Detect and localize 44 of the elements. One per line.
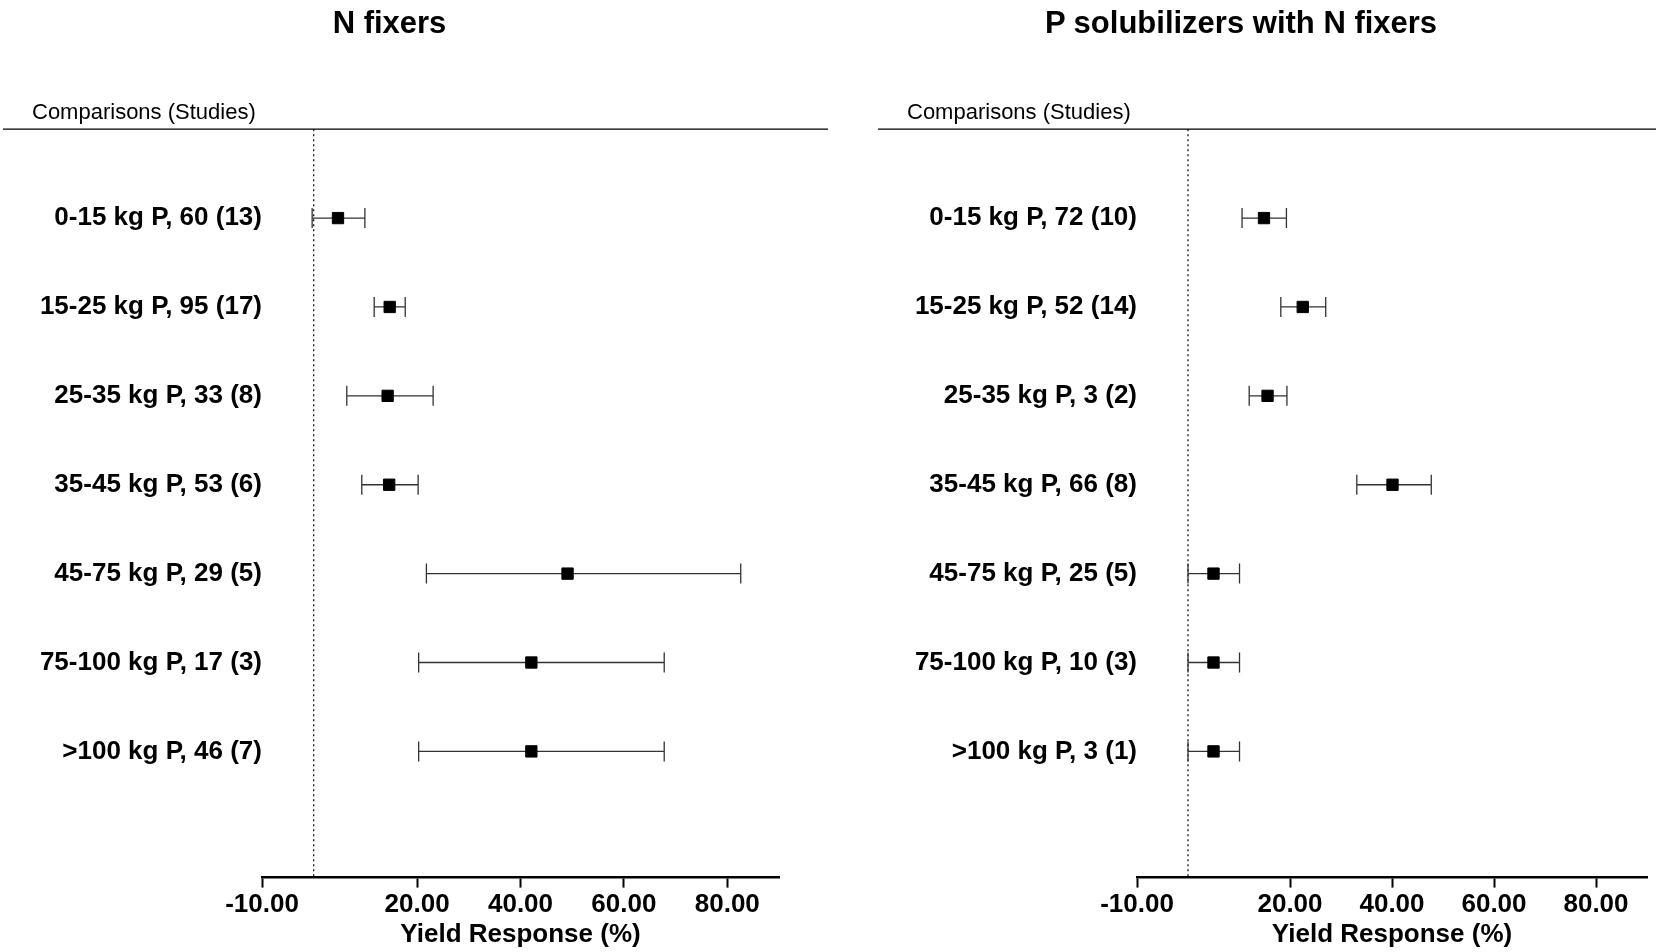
y-tick-label: 35-45 kg P, 53 (6) bbox=[54, 467, 262, 498]
y-tick-label: 25-35 kg P, 3 (2) bbox=[943, 379, 1137, 410]
point bbox=[383, 478, 396, 491]
x-tick-label: -10.00 bbox=[225, 888, 299, 919]
x-axis-title: Yield Response (%) bbox=[1271, 917, 1513, 948]
chart-title: N fixers bbox=[332, 5, 447, 41]
y-tick-label: 45-75 kg P, 25 (5) bbox=[929, 556, 1137, 587]
point bbox=[381, 389, 394, 403]
x-tick-label: 80.00 bbox=[1563, 888, 1629, 919]
y-tick-label: 75-100 kg P, 17 (3) bbox=[39, 645, 262, 676]
point bbox=[561, 567, 574, 580]
y-tick-label: 0-15 kg P, 72 (10) bbox=[929, 201, 1137, 232]
y-tick-label: >100 kg P, 3 (1) bbox=[951, 734, 1137, 765]
y-tick-label: 15-25 kg P, 52 (14) bbox=[914, 290, 1137, 321]
y-tick-label: 35-45 kg P, 66 (8) bbox=[929, 467, 1137, 498]
x-tick-label: 20.00 bbox=[1257, 888, 1323, 919]
y-axis-title: Comparisons (Studies) bbox=[907, 99, 1131, 125]
chart-title: P solubilizers with N fixers bbox=[1044, 5, 1438, 41]
x-tick-label: -10.00 bbox=[1100, 888, 1174, 919]
x-tick-label: 40.00 bbox=[1359, 888, 1425, 919]
point bbox=[1386, 478, 1399, 491]
point bbox=[1207, 745, 1220, 758]
x-tick-label: 60.00 bbox=[591, 888, 657, 919]
y-tick-label: 75-100 kg P, 10 (3) bbox=[914, 645, 1137, 676]
point bbox=[1296, 300, 1309, 314]
x-tick-label: 40.00 bbox=[487, 888, 554, 919]
y-tick-label: >100 kg P, 46 (7) bbox=[62, 734, 262, 765]
point bbox=[525, 745, 538, 758]
x-tick-label: 60.00 bbox=[1461, 888, 1527, 919]
point bbox=[1207, 656, 1220, 669]
point bbox=[525, 656, 538, 669]
y-axis-title: Comparisons (Studies) bbox=[32, 99, 256, 125]
point bbox=[383, 300, 396, 314]
point bbox=[331, 211, 345, 225]
x-tick-label: 20.00 bbox=[384, 888, 450, 919]
point bbox=[1261, 389, 1274, 403]
y-tick-label: 15-25 kg P, 95 (17) bbox=[39, 290, 262, 321]
point bbox=[1257, 211, 1271, 225]
x-tick-label: 80.00 bbox=[694, 888, 760, 919]
x-axis-title: Yield Response (%) bbox=[400, 917, 641, 948]
point bbox=[1207, 567, 1220, 580]
y-tick-label: 0-15 kg P, 60 (13) bbox=[54, 201, 262, 232]
y-tick-label: 25-35 kg P, 33 (8) bbox=[54, 379, 262, 410]
y-tick-label: 45-75 kg P, 29 (5) bbox=[54, 556, 262, 587]
